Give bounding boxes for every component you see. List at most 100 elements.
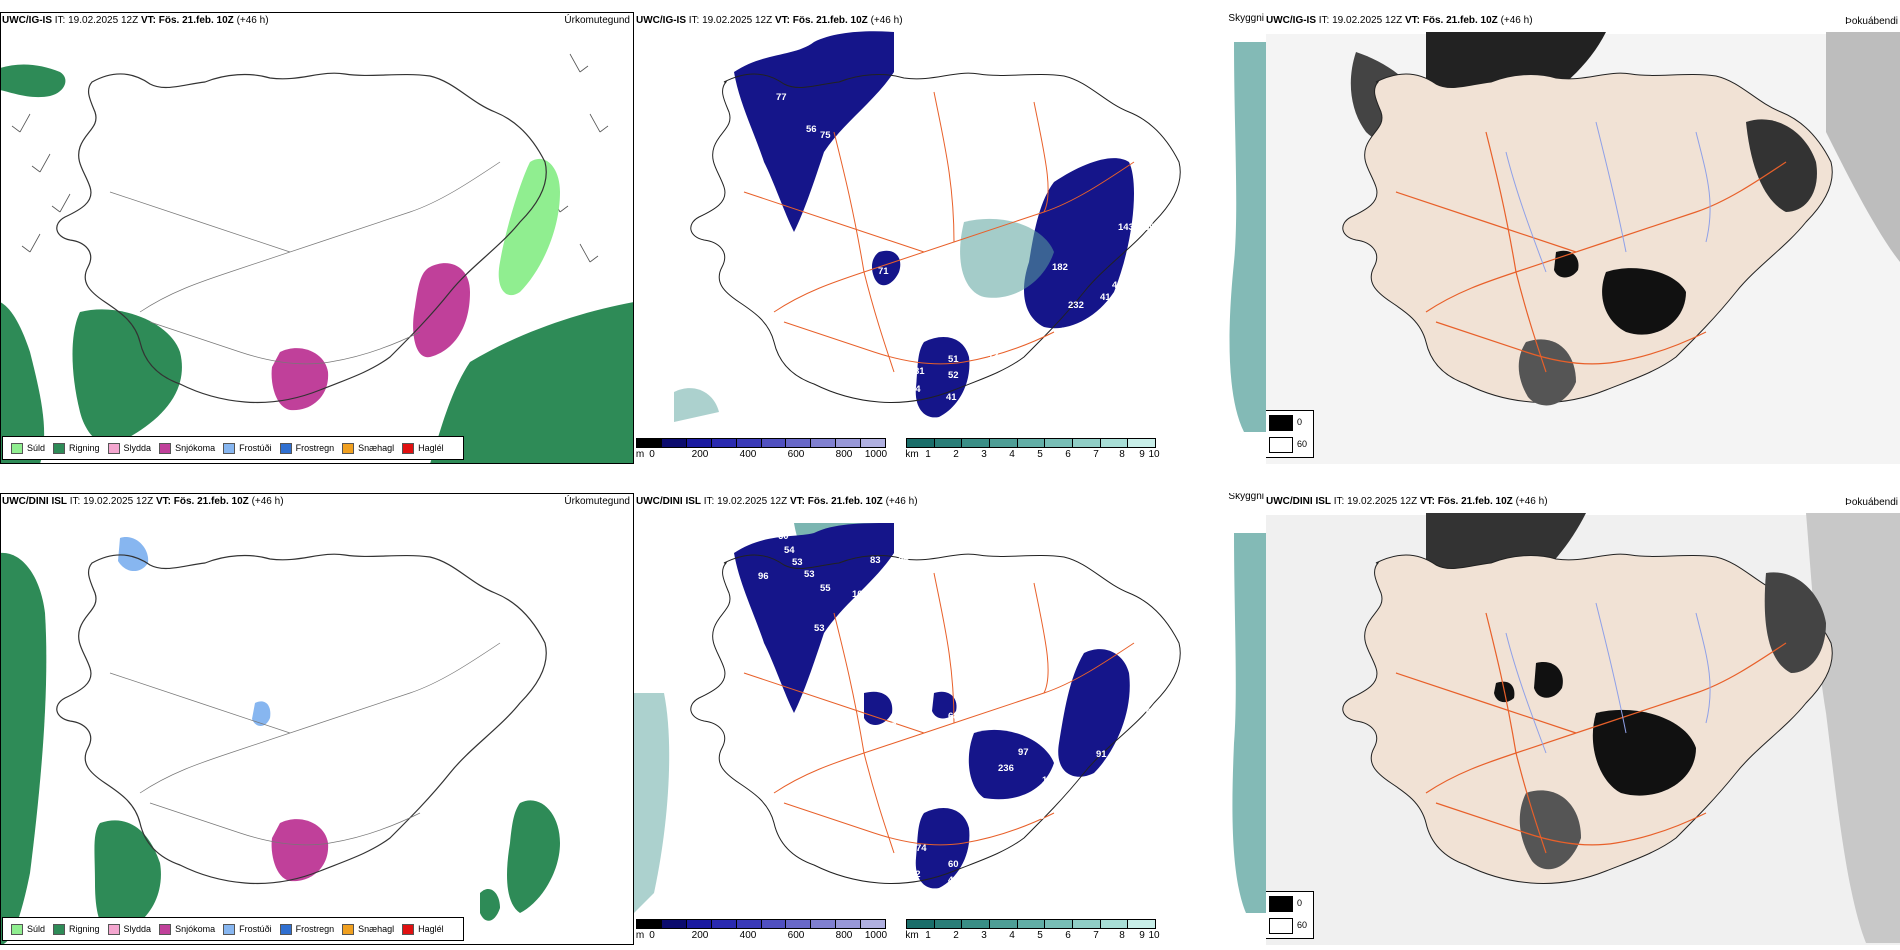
ceiling-value: 54 [824,188,835,199]
fog-legend: 0 60 [1266,891,1314,939]
colorbar-tick: 600 [787,930,805,941]
colorbar-tick: 600 [787,449,805,460]
colorbar-tick: 7 [1093,449,1099,460]
legend-item: Rigning [53,923,100,935]
ceiling-value: 45 [1140,290,1151,301]
rain-area [72,309,182,445]
legend-swatch [11,923,23,935]
colorbar-tick: 200 [691,449,709,460]
panel-header: UWC/DINI ISL IT: 19.02.2025 12Z VT: Fös.… [2,496,284,507]
colorbar-unit: m [635,449,645,460]
ceiling-value: 41 [1100,292,1111,303]
ceiling-value: 196 [1060,326,1076,337]
iceland-land [1342,553,1833,884]
colorbar-tick: 1 [925,449,931,460]
ceiling-colorbar-swatches [636,919,886,929]
colorbar-tick: 800 [835,449,853,460]
visibility-colorbar: km 1 2 3 4 5 6 7 8 9 10 [905,919,1160,941]
rain-area [0,64,66,98]
legend-item: Snjókoma [159,442,215,454]
ceiling-value: 12 [988,350,999,361]
freezing-drizzle-area [252,701,271,727]
ceiling-value: 53 [792,557,803,568]
ceiling-value: 38 [1144,252,1155,263]
colorbar-tick: 6 [1065,930,1071,941]
ceiling-value: 41 [1126,268,1137,279]
fog-swatch-light [1269,437,1293,453]
ceiling-map: 95 125 86 78 77 85 56 75 87 86 77 59 54 … [674,31,1266,432]
visibility-colorbar-swatches [906,438,1156,448]
legend-item: Snjókoma [159,923,215,935]
ceiling-value: 92 [924,543,935,554]
ceiling-value: 56 [806,124,817,135]
ceiling-value: 53 [804,569,815,580]
visibility-colorbar: km 1 2 3 4 5 6 7 8 9 10 [905,438,1160,460]
ceiling-value: 55 [820,583,831,594]
ceiling-value: 54 [784,545,795,556]
iceland-outline [56,553,547,885]
precip-legend: Súld Rigning Slydda Snjókoma Frostúði Fr… [2,436,464,460]
panel-title: Þokuábendi [1845,497,1898,508]
legend-swatch [53,923,66,935]
ceiling-value: 52 [948,370,959,381]
ceiling-value: 182 [1052,262,1068,273]
low-ceiling-area [734,523,894,713]
colorbar-tick: 5 [1037,449,1043,460]
colorbar-tick: 4 [1009,930,1015,941]
colorbar-tick: 9 [1139,930,1145,941]
colorbar-tick: 10 [1148,449,1160,460]
legend-swatch [223,442,236,454]
ceiling-value: 41 [946,392,957,403]
precip-type-panel-bottom: UWC/DINI ISL IT: 19.02.2025 12Z VT: Fös.… [0,493,634,945]
legend-swatch [402,442,415,454]
ceiling-value: 59 [816,174,827,185]
colorbar-tick: 3 [981,930,987,941]
legend-swatch [342,923,355,935]
low-ceiling-area [932,691,957,719]
panel-header: UWC/DINI ISL IT: 19.02.2025 12Z VT: Fös.… [636,496,918,507]
snow-area [271,819,329,882]
iceland-outline [690,72,1181,403]
colorbar-tick: 0 [649,930,655,941]
colorbar-unit: km [905,449,919,460]
drizzle-area [498,158,560,296]
colorbar-tick: 7 [1093,930,1099,941]
ceiling-value: 125 [944,62,961,73]
ceiling-value: 95 [922,42,933,53]
ceiling-value: 65 [1162,725,1173,736]
iceland-land [1342,72,1833,403]
ceiling-value: 97 [1018,747,1029,758]
legend-item: Frostregn [279,923,334,935]
colorbar-unit: m [635,930,645,941]
panel-title: Úrkomutegund [564,15,630,26]
ceiling-value: 86 [854,146,865,157]
visibility-area [1229,42,1266,432]
ceiling-value: 74 [1130,737,1141,748]
colorbar-tick: 6 [1065,449,1071,460]
ceiling-value: 61 [896,705,907,716]
ceiling-value: 42 [910,869,921,880]
colorbar-tick: 5 [1037,930,1043,941]
rain-area [507,800,560,913]
legend-swatch [342,442,355,454]
legend-item: Rigning [53,442,100,454]
fog-area [1518,339,1576,406]
ceiling-value: 116 [1042,775,1057,786]
ceiling-value: 84 [898,553,909,564]
rain-area [430,302,634,464]
ceiling-value: 41 [1182,182,1193,193]
panel-title: Úrkomutegund [564,496,630,507]
ceiling-value: 77 [776,92,787,103]
panel-header: UWC/IG-IS IT: 19.02.2025 12Z VT: Fös. 21… [1266,15,1533,26]
ceiling-value: 51 [948,354,959,365]
ceiling-colorbar-swatches [636,438,886,448]
ceiling-value: 63 [834,206,845,217]
ceiling-value: 22 [1140,194,1151,205]
legend-swatch [279,923,292,935]
fog-index-panel-top: UWC/IG-IS IT: 19.02.2025 12Z VT: Fös. 21… [1266,12,1900,464]
legend-item: Haglél [402,442,444,454]
legend-item: Frostúði [223,923,272,935]
fog-area [1602,268,1686,335]
ceiling-values: 103 97 82 92 84 83 89 60 54 53 53 55 96 … [674,517,1173,886]
ceiling-value: 103 [926,517,942,528]
